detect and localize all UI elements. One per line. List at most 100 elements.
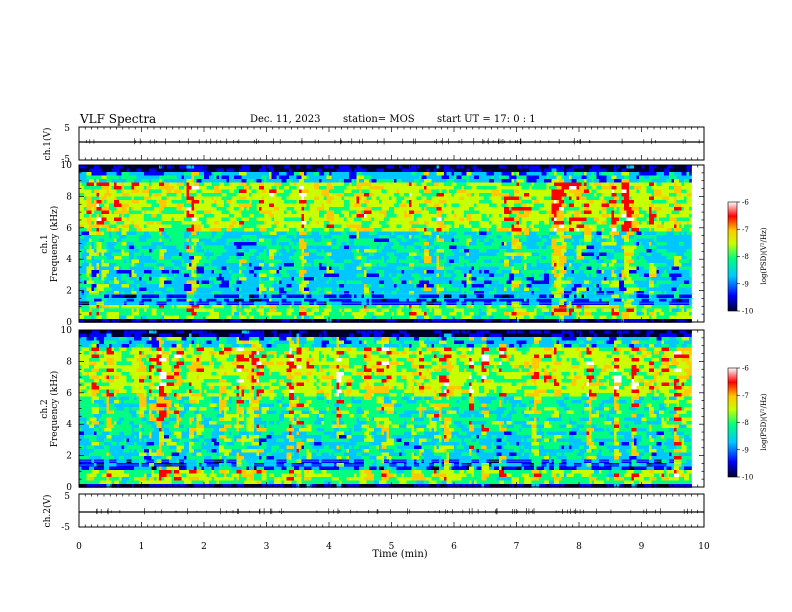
spectrogram-cell [264,224,272,229]
spectrogram-cell [679,224,682,229]
spectrogram-cell [544,186,547,190]
spectrogram-cell [659,277,667,281]
spectrogram-cell [209,249,215,253]
spectrogram-cell [519,298,525,302]
spectrogram-cell [411,193,420,197]
spectrogram-cell [439,189,442,194]
spectrogram-cell [389,200,395,204]
spectrogram-cell [109,231,112,236]
spectrogram-cell [586,277,595,281]
spectrogram-cell [681,189,687,194]
spectrogram-cell [94,186,102,190]
spectrogram-cell [569,217,577,222]
spectrogram-cell [596,221,602,225]
spectrogram-cell [199,203,205,208]
spectrogram-cell [269,193,275,197]
spectrogram-cell [181,270,190,274]
spectrogram-cell [239,221,245,225]
spectrogram-cell [236,207,240,211]
spectrogram-cell [146,221,155,225]
spectrogram-cell [204,175,210,180]
spectrogram-cell [316,168,322,173]
spectrogram-cell [571,242,580,246]
spectrogram-cell [501,224,507,229]
spectrogram-cell [634,193,642,197]
spectrogram-cell [596,245,600,250]
spectrogram-cell [329,221,337,225]
spectrogram-cell [254,179,257,183]
spectrogram-cell [241,207,245,211]
spectrogram-cell [539,210,545,215]
spectrogram-cell [554,238,557,243]
spectrogram-cell [124,270,132,274]
spectrogram-cell [251,231,257,236]
spectrogram-cell [644,256,652,260]
spectrogram-cell [421,263,430,267]
spectrogram-cell [279,287,285,292]
spectrogram-cell [106,256,115,260]
spectrogram-cell [626,287,632,292]
spectrogram-cell [606,189,612,194]
spectrogram-cell [109,189,117,194]
spectrogram-cell [94,203,97,208]
spectrogram-cell [166,273,175,278]
spectrogram-cell [661,207,667,211]
spectrogram-cell [514,294,517,299]
spectrogram-cell [529,224,532,229]
spectrogram-cell [436,207,442,211]
spectrogram-cell [634,238,637,243]
spectrogram-cell [581,203,585,208]
spectrogram-cell [509,277,515,281]
spectrogram-cell [134,270,140,274]
spectrogram-cell [399,203,407,208]
spectrogram-cell [129,214,135,218]
spectrogram-cell [541,277,545,281]
spectrogram-cell [111,294,117,299]
spectrogram-cell [551,256,560,260]
spectrogram-cell [454,182,457,187]
spectrogram-cell [166,203,170,208]
spectrogram-cell [484,193,492,197]
spectrogram-cell [224,294,227,299]
spectrogram-cell [684,280,690,285]
spectrogram-cell [314,200,320,204]
spectrogram-cell [306,277,315,281]
spectrogram-cell [481,214,487,218]
spectrogram-cell [664,256,667,260]
spectrogram-cell [136,294,142,299]
spectrogram-cell [621,214,627,218]
spectrogram-cell [479,266,487,271]
spectrogram-cell [236,186,242,190]
spectrogram-cell [471,193,475,197]
spectrogram-cell [101,196,105,201]
spectrogram-cell [239,210,242,215]
spectrogram-cell [371,182,375,187]
spectrogram-cell [436,284,440,288]
spectrogram-cell [656,245,665,250]
spectrogram-cell [204,200,207,204]
spectrogram-cell [144,284,147,288]
spectrogram-cell [404,175,412,180]
spectrogram-cell [406,294,415,299]
spectrogram-cell [544,196,552,201]
spectrogram-cell [666,298,672,302]
spectrogram-cell [579,196,587,201]
spectrogram-cell [544,221,550,225]
spectrogram-cell [91,259,100,264]
spectrogram-cell [491,221,497,225]
spectrogram-cell [234,287,237,292]
spectrogram-cell [406,277,415,281]
spectrogram-cell [491,298,497,302]
spectrogram-cell [629,284,637,288]
spectrogram-cell [141,168,150,173]
spectrogram-cell [364,273,367,278]
spectrogram-cell [654,203,662,208]
spectrogram-cell [574,270,580,274]
spectrogram-cell [211,189,215,194]
spectrogram-cell [269,175,272,180]
spectrogram-cell [339,294,347,299]
spectrogram-cell [419,249,425,253]
spectrogram-cell [276,175,280,180]
spectrogram-cell [541,245,547,250]
spectrogram-cell [134,280,142,285]
